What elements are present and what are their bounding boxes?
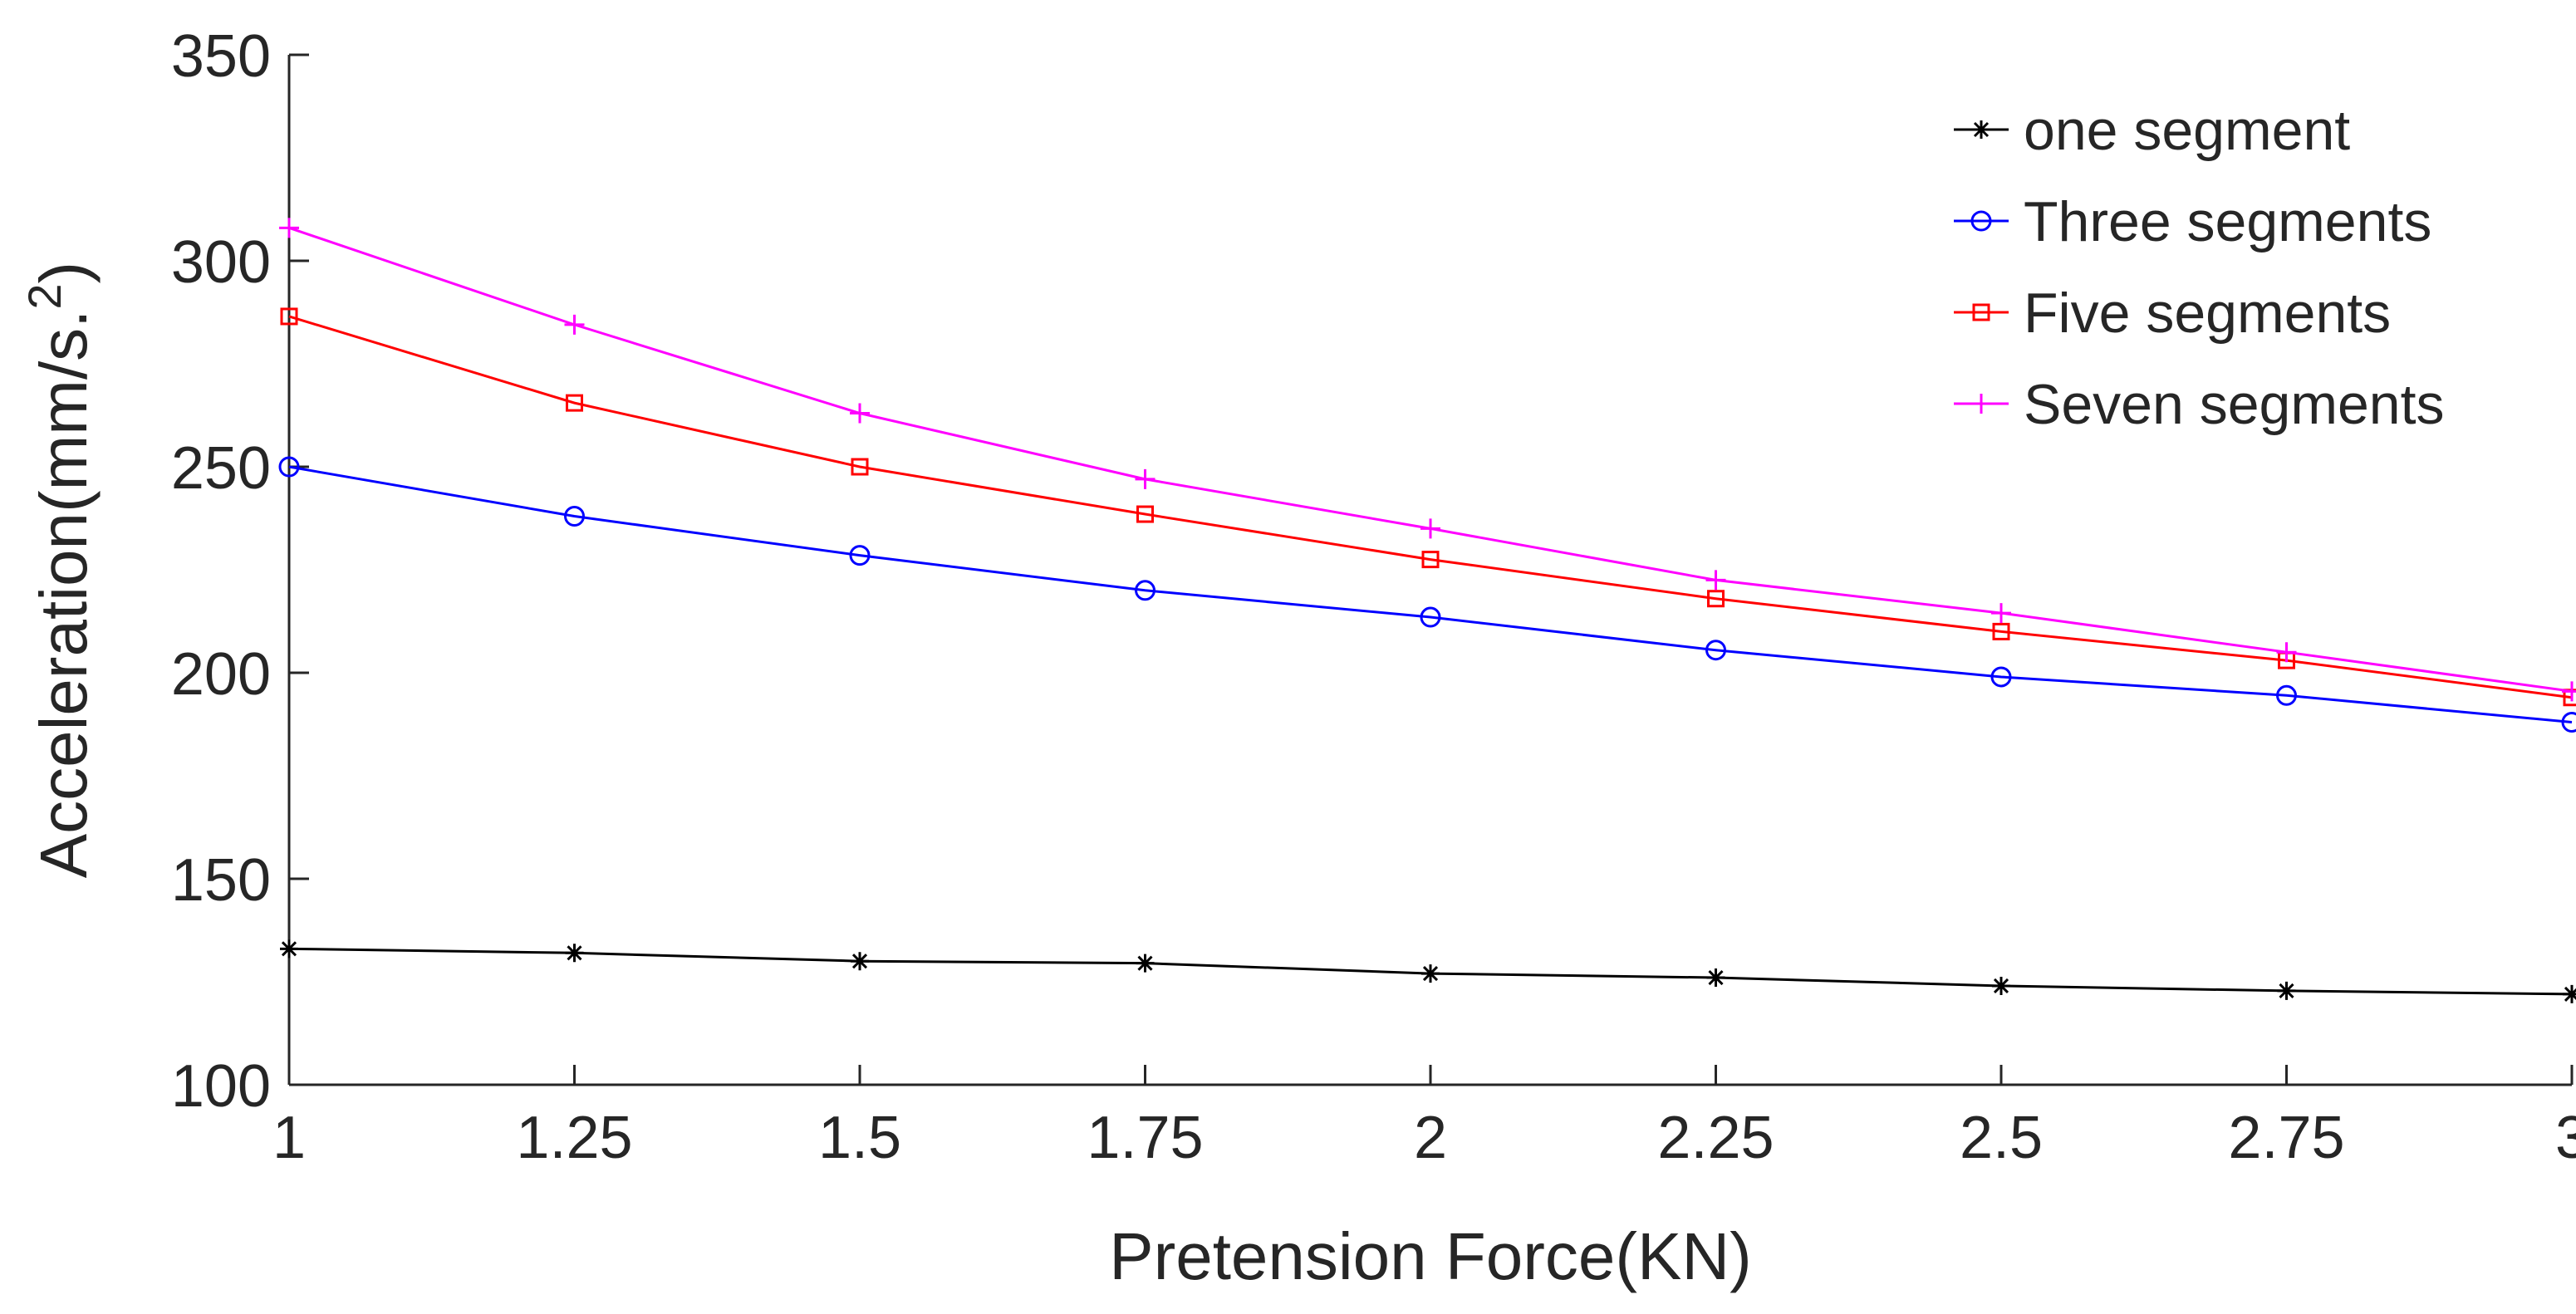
x-tick-label: 1 (272, 1105, 306, 1171)
legend-label-one-segment: one segment (2024, 99, 2350, 162)
data-point-three-segments (849, 545, 871, 566)
x-tick-label: 1.5 (818, 1105, 901, 1171)
data-point-one-segment (851, 952, 869, 971)
series-seven-segments (279, 218, 2576, 702)
data-point-seven-segments (1705, 570, 1726, 591)
data-point-five-segments (1992, 622, 2010, 640)
y-tick-label: 300 (171, 229, 271, 296)
series-layer (278, 218, 2576, 1003)
x-tick-label: 2.75 (2228, 1105, 2344, 1171)
legend-label-seven-segments: Seven segments (2024, 373, 2445, 436)
legend: one segment Three segments Five segments Se… (1954, 99, 2445, 436)
data-point-one-segment (1136, 954, 1155, 973)
legend-marker-one-segment (1972, 120, 1990, 139)
series-line-five-segments (288, 315, 2573, 699)
data-point-three-segments (2276, 684, 2297, 706)
data-point-one-segment (1992, 976, 2010, 995)
data-point-seven-segments (2276, 642, 2297, 663)
x-axis-title: Pretension Force(KN) (1109, 1219, 1752, 1293)
x-tick-label: 2.5 (1960, 1105, 2043, 1171)
y-tick-label: 350 (171, 23, 271, 90)
data-point-seven-segments (1420, 518, 1440, 539)
series-one-segment (280, 939, 2576, 1003)
series-three-segments (278, 456, 2576, 733)
data-point-one-segment (565, 944, 584, 963)
legend-marker-three-segments (1970, 210, 1992, 232)
legend-item-seven-segments: Seven segments (1954, 373, 2445, 436)
x-tick-label: 3 (2555, 1105, 2576, 1171)
data-point-seven-segments (279, 218, 299, 238)
y-tick-label: 150 (171, 847, 271, 914)
legend-marker-five-segments (1972, 303, 1990, 321)
data-point-one-segment (1706, 968, 1725, 988)
y-tick-label: 200 (171, 641, 271, 708)
data-point-seven-segments (1135, 468, 1156, 489)
data-point-three-segments (1990, 666, 2012, 688)
data-point-three-segments (1420, 606, 1441, 628)
series-line-three-segments (288, 465, 2573, 724)
data-point-five-segments (1421, 551, 1440, 569)
data-point-seven-segments (850, 403, 870, 424)
data-point-seven-segments (564, 314, 585, 335)
data-point-five-segments (566, 394, 583, 412)
y-axis-title: Acceleration(mm/s.2) (18, 262, 101, 878)
legend-item-one-segment: one segment (1954, 99, 2350, 162)
data-point-five-segments (280, 307, 298, 326)
x-tick-label: 2.25 (1657, 1105, 1774, 1171)
data-point-three-segments (1135, 580, 1156, 601)
axes: 100 150 200 250 300 350 1 1.25 1.5 1.75 2 2.25 2.5 2.… (171, 23, 2576, 1171)
y-axis-title-superscript: 2 (18, 283, 71, 309)
data-point-three-segments (278, 456, 300, 478)
legend-label-five-segments: Five segments (2024, 282, 2391, 345)
x-tick-label: 2 (1414, 1105, 1447, 1171)
y-axis-title-close: ) (27, 262, 101, 284)
data-point-five-segments (1707, 590, 1725, 608)
data-point-one-segment (1421, 964, 1440, 983)
data-point-three-segments (1705, 640, 1726, 661)
data-point-one-segment (280, 939, 298, 959)
data-point-three-segments (2561, 712, 2576, 733)
x-tick-label: 1.25 (516, 1105, 632, 1171)
data-point-seven-segments (1991, 603, 2011, 624)
legend-item-five-segments: Five segments (1954, 282, 2391, 345)
data-point-one-segment (2563, 984, 2576, 1003)
data-point-three-segments (564, 506, 585, 527)
y-tick-label: 100 (171, 1053, 271, 1120)
legend-marker-seven-segments (1971, 394, 1991, 414)
data-point-five-segments (851, 458, 869, 476)
data-point-one-segment (2277, 981, 2296, 1000)
data-point-seven-segments (2562, 681, 2576, 702)
y-axis-title-main: Acceleration(mm/s. (27, 310, 101, 879)
legend-label-three-segments: Three segments (2024, 190, 2431, 253)
legend-item-three-segments: Three segments (1954, 190, 2431, 253)
data-point-five-segments (1136, 505, 1154, 523)
y-tick-label: 250 (171, 435, 271, 502)
x-tick-label: 1.75 (1087, 1105, 1203, 1171)
